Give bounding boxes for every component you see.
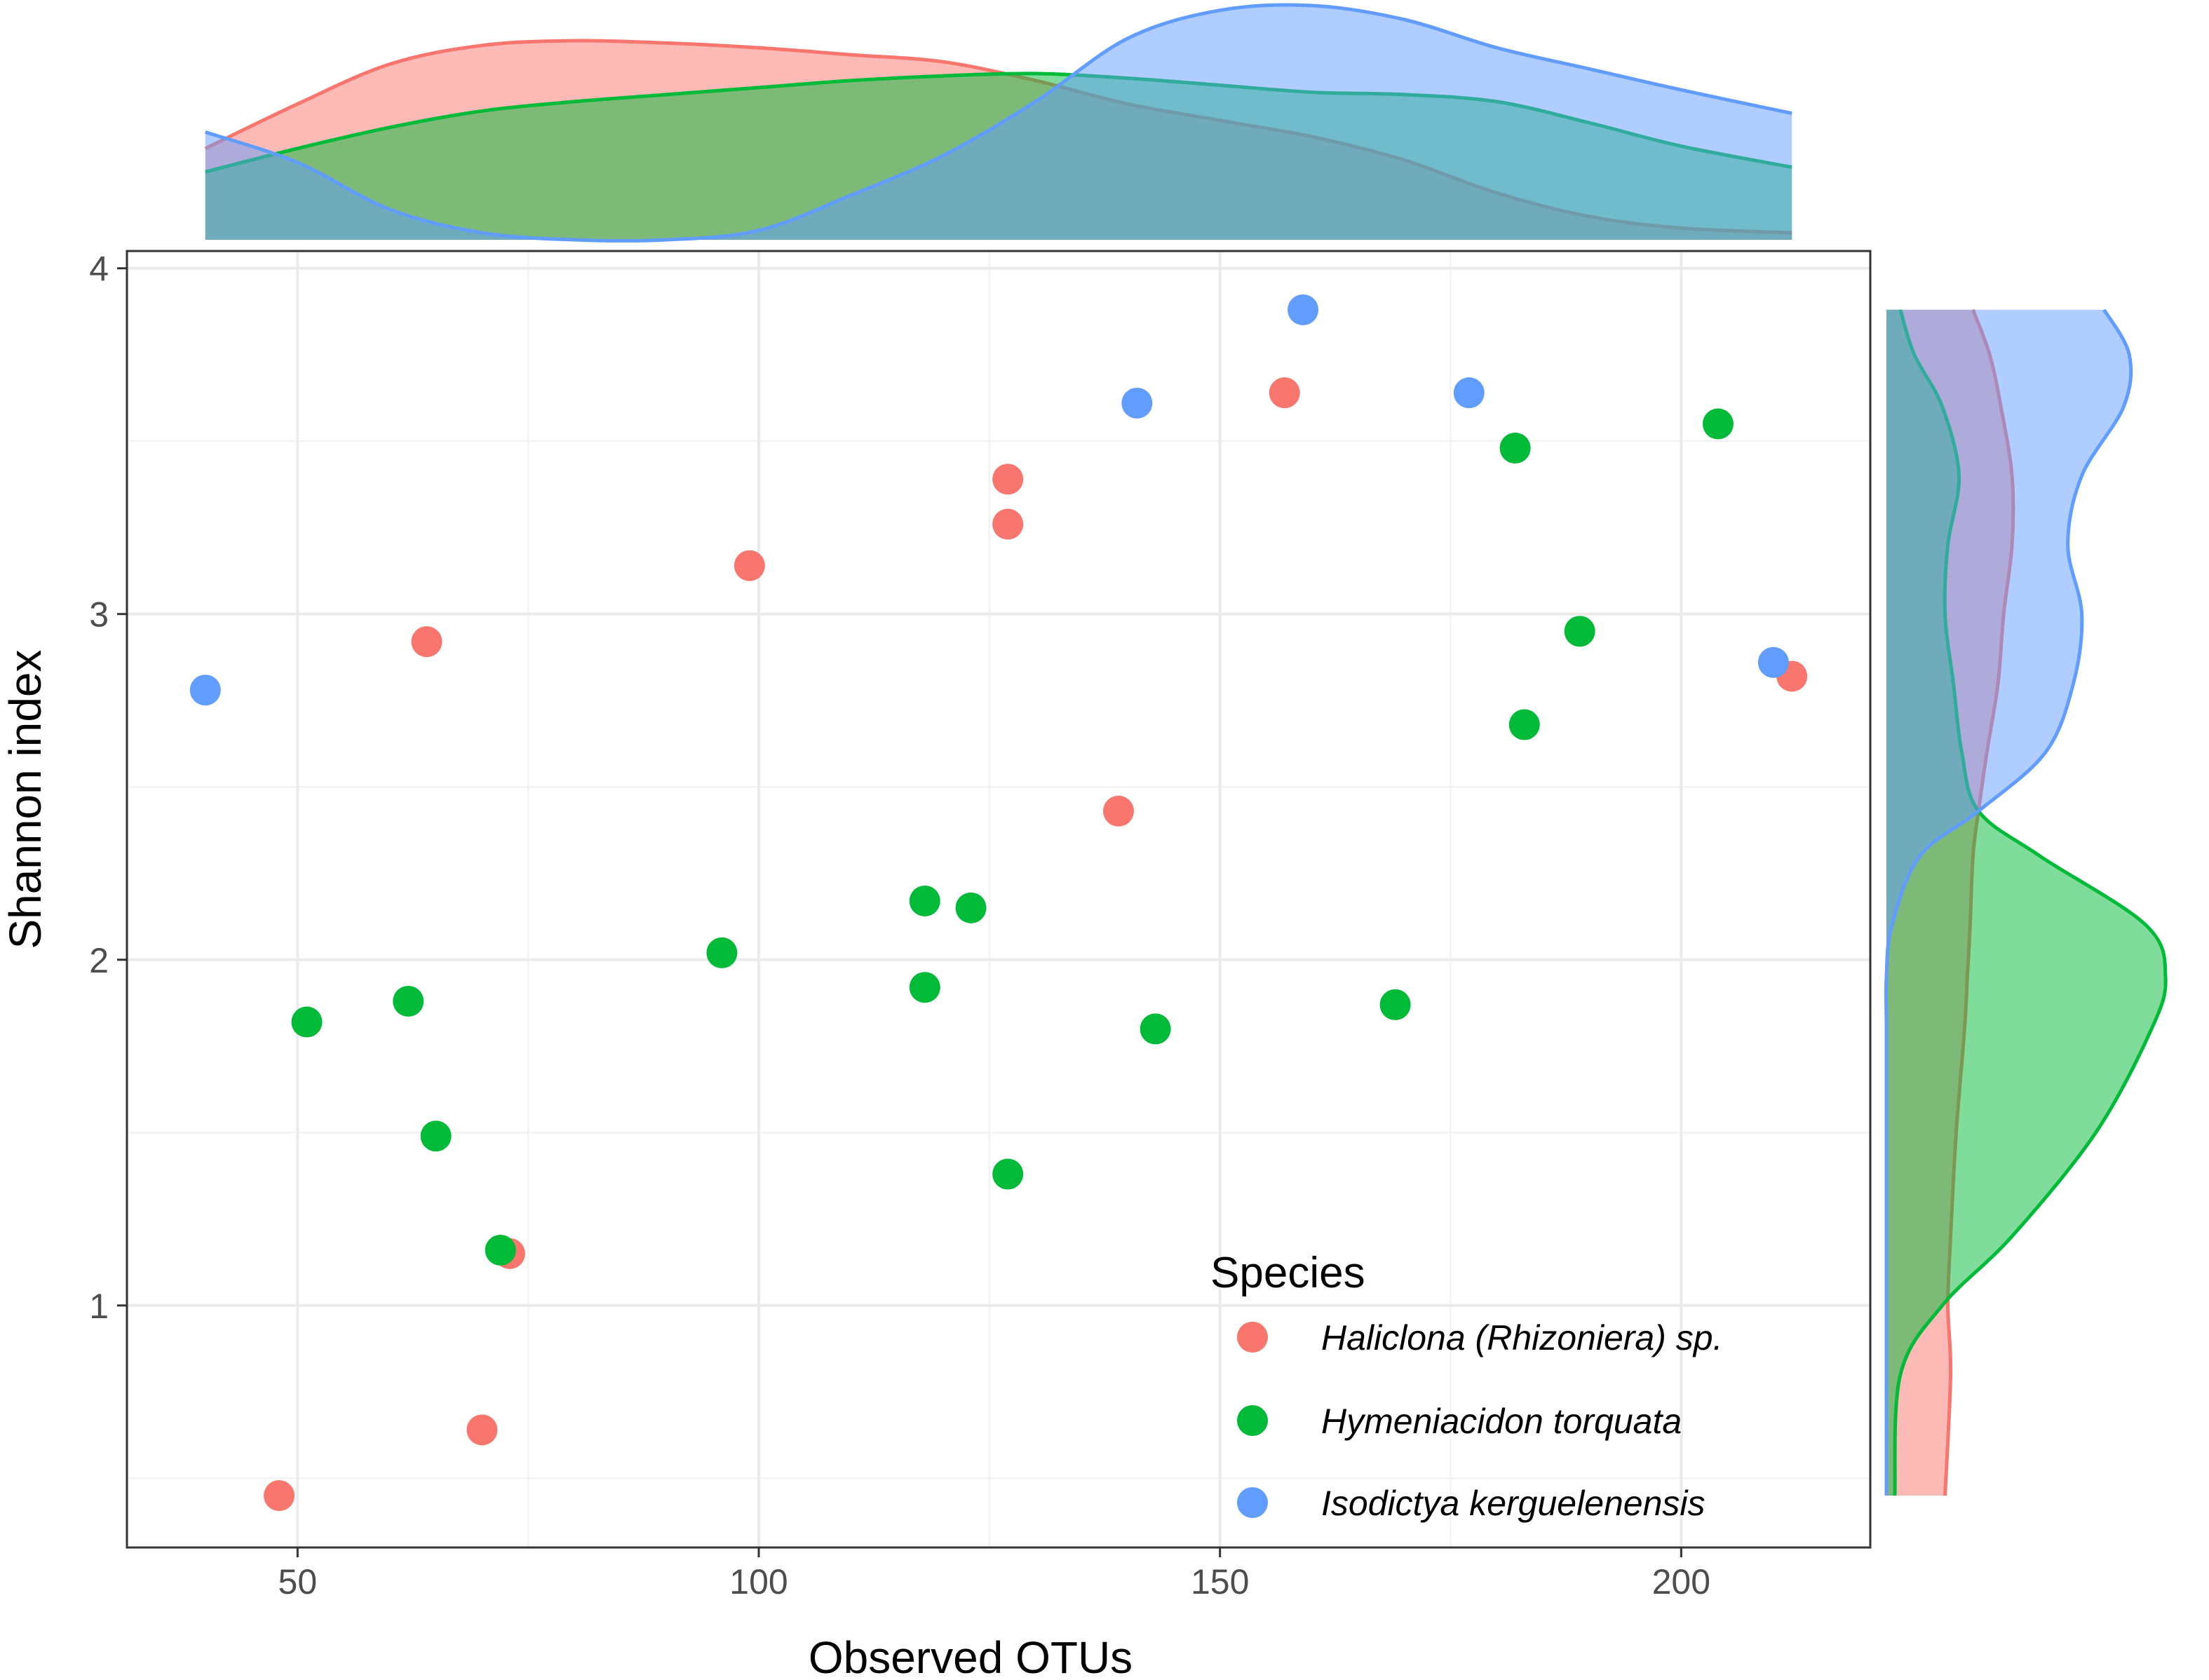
right-density-line-isodictya — [1884, 309, 2133, 1496]
right-marginal-density — [1884, 309, 2168, 1496]
right-density-area-isodictya — [1886, 309, 2131, 1496]
point-haliclona — [992, 463, 1024, 495]
x-tick-label: 50 — [278, 1562, 318, 1601]
point-isodictya — [1453, 377, 1485, 409]
legend-items: Haliclona (Rhizoniera) sp. Hymeniacidon t… — [1237, 1318, 1722, 1523]
y-tick-label: 3 — [89, 595, 109, 635]
y-tick-label: 4 — [89, 250, 109, 289]
legend-label-isodictya: Isodictya kerguelenensis — [1321, 1484, 1705, 1523]
point-isodictya — [1121, 387, 1153, 419]
point-haliclona — [734, 550, 765, 581]
x-tick-label: 150 — [1191, 1562, 1249, 1601]
y-tick-label: 1 — [89, 1287, 109, 1326]
point-hymeniacidon — [1499, 433, 1531, 464]
legend-key-haliclona — [1237, 1322, 1268, 1353]
point-haliclona — [466, 1414, 498, 1446]
point-isodictya — [1757, 646, 1789, 678]
x-tick-label: 100 — [729, 1562, 788, 1601]
point-isodictya — [1288, 294, 1319, 325]
point-haliclona — [992, 508, 1024, 540]
top-density-line-isodictya — [205, 3, 1792, 243]
point-haliclona — [411, 626, 443, 658]
point-hymeniacidon — [1508, 709, 1540, 740]
y-axis: 1 2 3 4 — [89, 250, 127, 1326]
legend-key-isodictya — [1237, 1487, 1268, 1518]
top-density-area-isodictya — [205, 5, 1792, 241]
y-tick-label: 2 — [89, 941, 109, 980]
point-hymeniacidon — [1702, 408, 1734, 440]
legend-title: Species — [1210, 1249, 1365, 1297]
right-density-area-hymeniacidon — [1886, 309, 2166, 1496]
plot-panel-border — [126, 250, 1872, 1549]
minor-grid — [127, 251, 1870, 1547]
point-hymeniacidon — [955, 892, 987, 923]
point-haliclona — [1269, 377, 1300, 409]
x-tick-label: 200 — [1652, 1562, 1710, 1601]
y-axis-title: Shannon index — [0, 649, 50, 949]
point-hymeniacidon — [992, 1158, 1024, 1190]
top-marginal-density — [204, 3, 1792, 243]
point-hymeniacidon — [393, 985, 424, 1017]
point-hymeniacidon — [706, 937, 738, 968]
scatter-points — [189, 294, 1808, 1512]
x-axis-title: Observed OTUs — [809, 1632, 1133, 1680]
point-haliclona — [264, 1480, 295, 1512]
point-hymeniacidon — [420, 1120, 452, 1152]
point-hymeniacidon — [485, 1234, 516, 1266]
legend-key-hymeniacidon — [1237, 1405, 1268, 1436]
x-axis: 50 100 150 200 — [278, 1547, 1710, 1601]
point-haliclona — [1102, 795, 1134, 827]
point-hymeniacidon — [291, 1006, 323, 1038]
point-hymeniacidon — [909, 885, 940, 916]
point-hymeniacidon — [909, 972, 940, 1003]
point-isodictya — [189, 675, 221, 706]
point-hymeniacidon — [1379, 989, 1411, 1020]
legend-label-haliclona: Haliclona (Rhizoniera) sp. — [1321, 1318, 1722, 1357]
point-hymeniacidon — [1140, 1013, 1171, 1045]
point-hymeniacidon — [1564, 616, 1595, 647]
major-grid — [127, 251, 1870, 1547]
legend-label-hymeniacidon: Hymeniacidon torquata — [1321, 1402, 1682, 1441]
legend: Species Haliclona (Rhizoniera) sp. Hymeni… — [1210, 1249, 1722, 1523]
